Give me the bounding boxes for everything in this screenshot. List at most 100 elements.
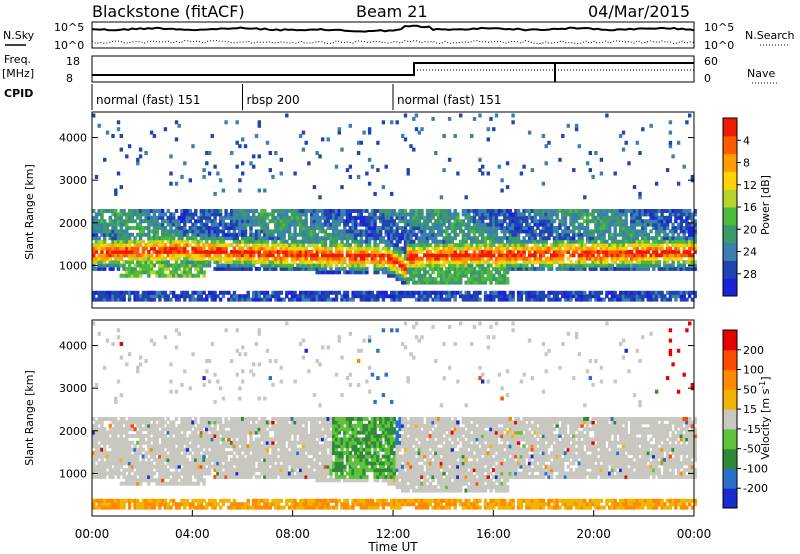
power-cell <box>654 294 659 299</box>
power-cell <box>323 263 328 268</box>
power-cell <box>398 260 402 265</box>
power-cell <box>646 263 650 268</box>
velocity-cell <box>155 481 159 486</box>
power-cell <box>621 290 626 295</box>
velocity-cell <box>177 440 181 445</box>
power-cell <box>624 209 628 213</box>
power-cell <box>608 226 612 230</box>
power-cell <box>665 266 670 271</box>
power-cell <box>149 209 154 213</box>
power-cell <box>643 294 648 299</box>
power-cell <box>436 297 441 302</box>
velocity-cell <box>127 434 132 438</box>
power-cell <box>169 256 173 261</box>
power-cell <box>334 246 339 251</box>
power-cell <box>652 222 656 227</box>
power-cell <box>202 209 206 213</box>
power-cell <box>445 294 449 299</box>
velocity-cell <box>163 471 168 476</box>
power-cell <box>533 232 537 237</box>
power-cell <box>169 239 173 244</box>
power-cell <box>144 246 148 251</box>
power-cell <box>486 171 490 176</box>
power-cell <box>447 239 452 244</box>
power-cell <box>359 246 363 251</box>
power-cell <box>276 229 281 234</box>
power-cell <box>536 256 540 261</box>
power-cell <box>144 226 148 230</box>
power-cell <box>94 297 99 302</box>
power-cell <box>536 297 540 302</box>
power-cell <box>260 236 264 241</box>
velocity-cell <box>111 461 115 466</box>
power-cell <box>307 239 311 244</box>
velocity-cell <box>172 437 176 442</box>
power-cell <box>599 236 604 241</box>
power-cell <box>158 297 162 302</box>
power-cell <box>321 222 325 227</box>
power-cell <box>100 229 104 234</box>
power-cell <box>354 232 358 237</box>
power-cell <box>97 297 101 302</box>
power-cell <box>384 229 388 234</box>
velocity-cell <box>111 430 115 435</box>
power-cell <box>183 297 187 302</box>
power-cell <box>205 253 209 258</box>
velocity-cell <box>155 457 159 462</box>
power-cell <box>149 256 154 261</box>
power-cell <box>169 263 173 268</box>
power-cell <box>541 232 546 237</box>
power-cell <box>274 239 278 244</box>
velocity-cell <box>133 498 137 503</box>
power-cell <box>398 232 402 237</box>
power-cell <box>133 263 137 268</box>
power-cell <box>221 290 226 295</box>
power-cell <box>199 229 203 234</box>
power-cell <box>436 273 441 278</box>
power-cell <box>671 294 675 299</box>
power-cell <box>527 246 532 251</box>
power-cell <box>345 249 350 254</box>
power-cell <box>263 260 267 265</box>
power-cell <box>395 243 399 248</box>
power-cell <box>409 243 413 248</box>
power-cell <box>340 266 344 271</box>
power-cell <box>643 263 648 268</box>
power-cell <box>199 232 203 237</box>
power-cell <box>100 239 104 244</box>
power-cell <box>177 249 181 254</box>
power-cell <box>497 290 501 295</box>
power-cell <box>218 236 223 241</box>
power-cell <box>690 236 695 241</box>
power-cell <box>207 151 212 155</box>
power-cell <box>172 232 176 237</box>
power-cell <box>191 232 195 237</box>
power-cell <box>508 236 512 241</box>
power-cell <box>395 297 399 302</box>
power-cell <box>301 212 306 217</box>
power-cell <box>97 229 101 234</box>
power-cell <box>125 266 129 271</box>
power-cell <box>688 249 692 254</box>
power-cell <box>580 256 584 261</box>
power-cell <box>663 219 667 224</box>
power-cell <box>318 249 322 254</box>
power-cell <box>467 219 471 224</box>
power-cell <box>252 212 256 217</box>
power-cell <box>127 212 132 217</box>
power-cell <box>602 249 606 254</box>
power-cell <box>652 239 656 244</box>
velocity-cell <box>158 478 162 483</box>
velocity-cell <box>97 505 101 510</box>
velocity-cell <box>174 437 179 442</box>
velocity-cell <box>161 468 165 473</box>
power-cell <box>152 256 157 261</box>
power-cell <box>367 127 372 132</box>
power-cell <box>646 209 650 213</box>
power-cell <box>555 226 559 230</box>
power-cell <box>505 222 510 227</box>
power-cell <box>436 209 441 213</box>
power-cell <box>541 246 546 251</box>
power-cell <box>481 236 485 241</box>
power-cell <box>456 232 460 237</box>
